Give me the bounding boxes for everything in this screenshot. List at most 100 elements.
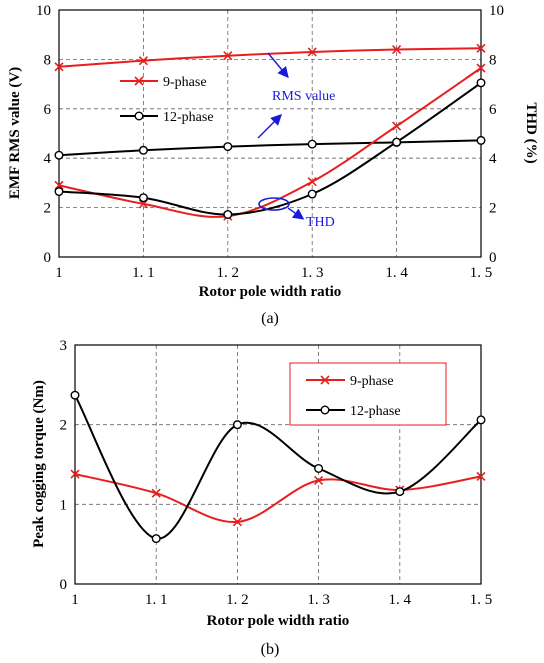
chart-a-data-point (476, 63, 486, 73)
chart-a-data-point (138, 145, 148, 155)
thd-annotation: THD (306, 215, 335, 230)
chart-a-plot-frame (58, 9, 482, 258)
chart-a: 0 2 4 6 8 10 0 2 4 6 8 10 1 1. 1 1. 2 1. 3 1. 4 1. 5 9-… (7, 3, 539, 327)
chart-a-series-1 (54, 135, 486, 160)
chart-b-xtick-label: 1. 2 (226, 592, 249, 608)
rms-arrow-12phase (257, 114, 282, 139)
chart-b-ytick-label: 2 (60, 418, 68, 434)
chart-a-series-0 (54, 43, 486, 72)
chart-b-plot-frame (74, 344, 482, 585)
thd-ellipse (258, 197, 290, 211)
chart-a-y2-ticks: 0 2 4 6 8 10 (489, 3, 504, 266)
chart-a-data-point (138, 193, 148, 203)
chart-a-series-3 (54, 78, 486, 220)
chart-b-caption: (b) (261, 641, 280, 658)
chart-b-xtick-label: 1. 3 (307, 592, 330, 608)
chart-b-data-point (476, 415, 486, 425)
chart-b-data-point (314, 463, 324, 473)
chart-b-data-point (476, 471, 486, 482)
chart-b-data-point (232, 420, 242, 430)
chart-a-y2tick-label: 6 (489, 102, 497, 118)
chart-a-data-point (54, 62, 64, 72)
chart-a-series-line (58, 139, 482, 157)
chart-a-xtick-label: 1 (55, 265, 63, 281)
chart-b-xtick-label: 1. 1 (145, 592, 168, 608)
chart-b-legend: 9-phase 12-phase (289, 362, 447, 426)
chart-a-x-ticks: 1 1. 1 1. 2 1. 3 1. 4 1. 5 (55, 265, 492, 281)
chart-a-y2tick-label: 10 (489, 3, 504, 19)
chart-a-data-point (392, 137, 402, 147)
chart-b-legend-box (289, 362, 447, 426)
chart-a-xlabel: Rotor pole width ratio (199, 284, 342, 300)
chart-a-y2tick-label: 2 (489, 201, 497, 217)
thd-arrow (287, 207, 305, 220)
chart-a-caption: (a) (261, 310, 279, 327)
chart-b-series-line (74, 473, 482, 523)
chart-a-xtick-label: 1. 1 (132, 265, 155, 281)
chart-b-legend-9phase: 9-phase (350, 374, 394, 389)
chart-a-data-point (138, 56, 148, 66)
chart-a-series-line (58, 47, 482, 68)
chart-b-series-1 (70, 390, 486, 544)
chart-a-legend-9phase: 9-phase (163, 75, 207, 90)
chart-a-y2label: THD (%) (523, 102, 539, 163)
chart-b-xtick-label: 1 (71, 592, 79, 608)
chart-a-ytick-label: 2 (44, 201, 52, 217)
chart-a-data-point (307, 47, 317, 57)
chart-a-legend: 9-phase 12-phase (120, 75, 214, 125)
chart-a-data-point (476, 43, 486, 53)
rms-annotation: RMS value (272, 89, 335, 104)
chart-b-data-point (395, 487, 405, 497)
chart-a-data-point (307, 189, 317, 199)
chart-b-data-point (151, 534, 161, 544)
chart-b-data-point (151, 488, 161, 498)
chart-b-legend-12phase: 12-phase (350, 404, 401, 419)
chart-a-xtick-label: 1. 4 (385, 265, 408, 281)
chart-b-xtick-label: 1. 4 (389, 592, 412, 608)
chart-b-series (70, 390, 486, 544)
chart-b-y-ticks: 0 1 2 3 (60, 338, 68, 593)
chart-a-ytick-label: 8 (44, 52, 52, 68)
chart-a-data-point (392, 121, 402, 131)
rms-arrow-9phase (267, 52, 289, 79)
chart-a-data-point (307, 177, 317, 187)
chart-b-data-point (314, 475, 324, 485)
chart-b-data-point (70, 390, 80, 400)
chart-a-ytick-label: 4 (44, 151, 52, 167)
chart-a-y2tick-label: 0 (489, 250, 497, 266)
chart-a-y-ticks: 0 2 4 6 8 10 (36, 3, 52, 266)
chart-b-ylabel: Peak cogging torque (Nm) (31, 380, 47, 548)
chart-a-series-line (58, 82, 482, 216)
chart-b-ytick-label: 0 (60, 577, 68, 593)
chart-a-ytick-label: 0 (44, 250, 52, 266)
chart-a-legend-12phase: 12-phase (163, 110, 214, 125)
chart-a-ytick-label: 6 (44, 102, 52, 118)
chart-a-annotations: RMS value THD (257, 52, 335, 230)
chart-b-xlabel: Rotor pole width ratio (207, 613, 350, 629)
chart-a-y2tick-label: 8 (489, 52, 497, 68)
chart-a-data-point (54, 187, 64, 197)
chart-a-data-point (223, 51, 233, 61)
chart-a-xtick-label: 1. 3 (301, 265, 324, 281)
chart-b-xtick-label: 1. 5 (470, 592, 493, 608)
chart-b-ytick-label: 3 (60, 338, 68, 354)
chart-a-data-point (223, 142, 233, 152)
chart-a-data-point (54, 150, 64, 160)
chart-b-data-point (70, 469, 80, 479)
chart-b-x-ticks: 1 1. 1 1. 2 1. 3 1. 4 1. 5 (71, 592, 492, 608)
chart-a-ylabel: EMF RMS value (V) (7, 67, 23, 199)
chart-a-series (54, 43, 486, 221)
chart-a-data-point (307, 139, 317, 149)
chart-a-data-point (476, 135, 486, 145)
chart-a-grid (59, 10, 481, 257)
chart-a-xtick-label: 1. 5 (470, 265, 493, 281)
chart-b-ytick-label: 1 (60, 497, 68, 513)
chart-a-xtick-label: 1. 2 (217, 265, 240, 281)
chart-a-data-point (392, 44, 402, 55)
chart-a-data-point (476, 78, 486, 88)
chart-a-y2tick-label: 4 (489, 151, 497, 167)
chart-a-series-line (58, 67, 482, 218)
chart-a-ytick-label: 10 (36, 3, 51, 19)
